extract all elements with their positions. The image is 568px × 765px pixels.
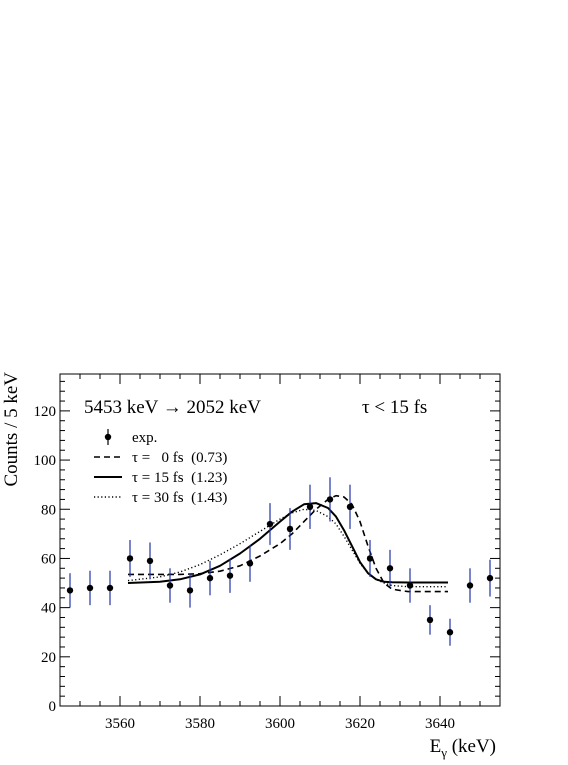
data-point <box>126 555 134 562</box>
data-point <box>346 503 354 510</box>
data-point <box>406 582 414 589</box>
y-axis-label: Counts / 5 keV <box>1 372 22 487</box>
curve-dotted <box>127 508 448 588</box>
y-tick-label: 80 <box>41 502 56 518</box>
data-point <box>106 584 114 592</box>
x-axis-label-main: E <box>430 736 442 757</box>
data-point <box>226 572 234 579</box>
legend-label-dashed: τ = 0 fs (0.73) <box>132 450 227 466</box>
y-tick-label: 40 <box>41 601 56 617</box>
data-point <box>306 503 314 510</box>
data-points <box>66 477 494 646</box>
x-tick-label: 3560 <box>105 716 135 732</box>
y-tick-label: 20 <box>41 650 56 666</box>
x-tick-label: 3580 <box>185 716 215 732</box>
data-point <box>146 557 154 565</box>
data-point <box>386 565 394 572</box>
lifetime-annotation: τ < 15 fs <box>362 397 427 418</box>
data-point <box>286 525 294 533</box>
data-point <box>446 629 454 636</box>
data-point <box>206 574 214 582</box>
y-tick-label: 100 <box>34 453 57 469</box>
data-point <box>466 582 474 589</box>
x-tick-label: 3620 <box>345 716 375 732</box>
x-tick-label: 3600 <box>265 716 295 732</box>
data-point <box>266 520 274 528</box>
x-axis-label: Eγ (keV) <box>430 736 496 760</box>
model-curves <box>127 494 448 593</box>
legend-label-data: exp. <box>132 430 157 446</box>
data-point <box>166 582 174 589</box>
legend-label-solid: τ = 15 fs (1.23) <box>132 470 227 486</box>
x-axis-label-subscript: γ <box>440 745 447 760</box>
data-point <box>66 587 74 594</box>
y-tick-label: 0 <box>49 699 57 715</box>
data-point <box>186 587 194 594</box>
curve-solid <box>127 502 448 584</box>
data-point <box>86 584 94 592</box>
chart-title: 5453 keV → 2052 keV <box>84 397 261 418</box>
y-tick-label: 120 <box>34 404 57 420</box>
y-tick-label: 60 <box>41 551 56 567</box>
data-point <box>246 560 254 567</box>
data-point <box>486 574 494 582</box>
legend-marker <box>104 433 112 441</box>
axes: 3560 3580 3600 3620 3640 0 20 40 60 80 100 120 <box>34 374 500 732</box>
plot-frame <box>59 373 501 707</box>
data-point <box>426 616 434 624</box>
x-axis-label-unit: (keV) <box>447 736 496 757</box>
x-tick-label: 3640 <box>425 716 455 732</box>
legend: exp. τ = 0 fs (0.73) τ = 15 fs (1.23) τ = 3… <box>94 429 227 506</box>
curve-dashed <box>128 494 448 593</box>
legend-label-dotted: τ = 30 fs (1.43) <box>132 490 227 506</box>
data-point <box>366 555 374 562</box>
data-point <box>326 496 334 503</box>
